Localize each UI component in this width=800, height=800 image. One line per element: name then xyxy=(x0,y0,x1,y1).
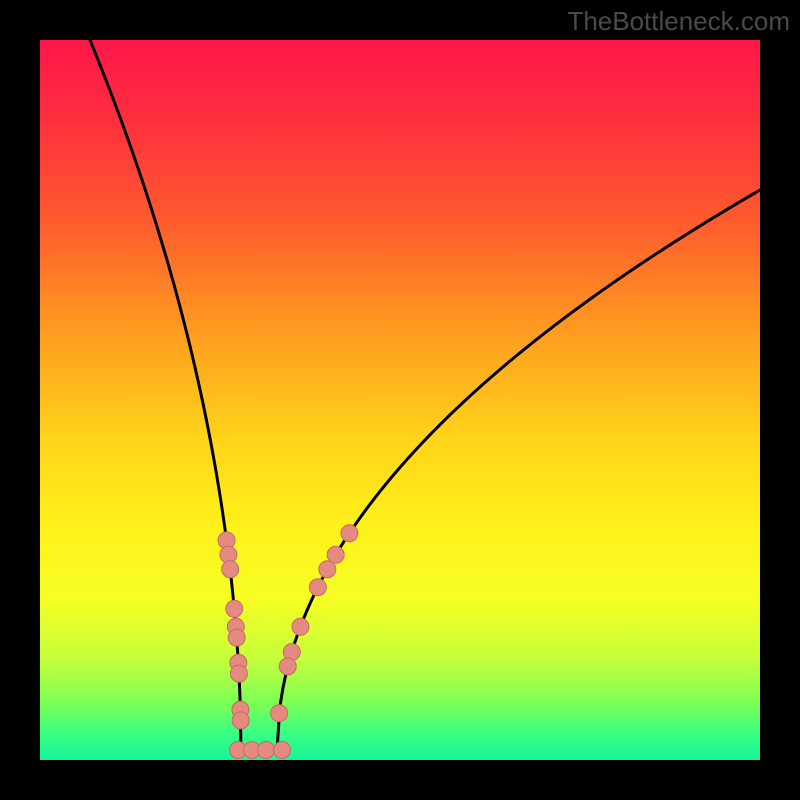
marker-left-9 xyxy=(232,712,249,729)
chart-stage: TheBottleneck.com xyxy=(0,0,800,800)
marker-right-6 xyxy=(279,658,296,675)
marker-right-4 xyxy=(292,618,309,635)
marker-left-2 xyxy=(222,561,239,578)
marker-bottom-2 xyxy=(258,742,275,759)
gradient-background xyxy=(40,40,760,760)
marker-left-7 xyxy=(230,665,247,682)
marker-left-3 xyxy=(226,600,243,617)
marker-left-5 xyxy=(228,629,245,646)
marker-right-2 xyxy=(319,561,336,578)
marker-right-3 xyxy=(309,579,326,596)
marker-right-7 xyxy=(271,705,288,722)
watermark-text: TheBottleneck.com xyxy=(567,6,790,37)
marker-bottom-3 xyxy=(274,742,291,759)
chart-overlay xyxy=(0,0,800,800)
marker-right-0 xyxy=(341,525,358,542)
